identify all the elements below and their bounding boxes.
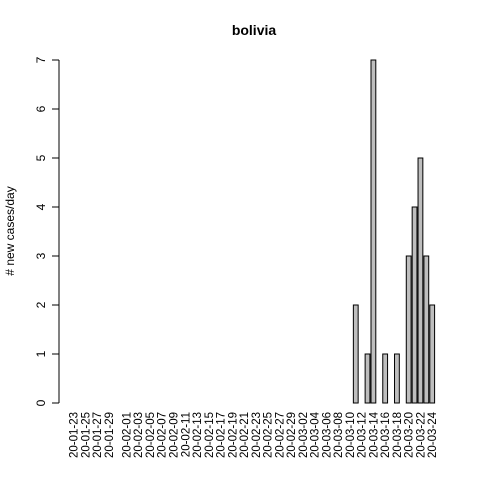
x-axis-tick-label: 20-02-21 bbox=[239, 412, 251, 458]
x-axis-tick-label: 20-01-23 bbox=[69, 412, 81, 458]
y-axis-tick-label: 3 bbox=[34, 252, 48, 259]
x-axis-tick-label: 20-03-18 bbox=[392, 412, 404, 458]
x-axis-tick-label: 20-03-16 bbox=[380, 412, 392, 458]
bar bbox=[430, 305, 435, 403]
x-axis-tick-label: 20-01-27 bbox=[92, 412, 104, 458]
y-axis-tick-label: 6 bbox=[34, 105, 48, 112]
x-axis-tick-label: 20-03-20 bbox=[404, 412, 416, 458]
x-axis-tick-label: 20-01-25 bbox=[80, 412, 92, 458]
x-axis-tick-label: 20-02-05 bbox=[145, 412, 157, 458]
bar bbox=[418, 158, 423, 403]
y-axis-tick-label: 1 bbox=[34, 350, 48, 357]
x-axis-tick-label: 20-02-19 bbox=[227, 412, 239, 458]
x-axis-tick-label: 20-01-29 bbox=[104, 412, 116, 458]
bar bbox=[371, 60, 376, 403]
x-axis-tick-label: 20-02-25 bbox=[263, 412, 275, 458]
x-axis-tick-labels: 20-01-23 20-01-25 20-01-27 20-01-29 20-02-01… bbox=[69, 411, 440, 458]
x-axis-tick-label: 20-03-04 bbox=[310, 411, 322, 458]
x-axis-tick-label: 20-02-23 bbox=[251, 412, 263, 458]
chart-title: bolivia bbox=[232, 22, 277, 38]
x-axis-tick-label: 20-02-29 bbox=[286, 412, 298, 458]
y-axis-tick-label: 0 bbox=[34, 399, 48, 406]
x-axis-tick-label: 20-02-09 bbox=[168, 412, 180, 458]
y-axis-tick-label: 7 bbox=[34, 56, 48, 63]
y-axis-tick-label: 4 bbox=[34, 203, 48, 210]
bars bbox=[353, 60, 434, 403]
x-axis-tick-label: 20-02-07 bbox=[157, 412, 169, 458]
x-axis-tick-label: 20-02-01 bbox=[121, 412, 133, 458]
y-axis-tick-label: 2 bbox=[34, 301, 48, 308]
x-axis-tick-label: 20-03-22 bbox=[415, 412, 427, 458]
bar bbox=[406, 256, 411, 403]
x-axis-tick-label: 20-03-10 bbox=[345, 412, 357, 458]
bar bbox=[365, 354, 370, 403]
bar bbox=[412, 207, 417, 403]
x-axis-tick-label: 20-02-27 bbox=[274, 412, 286, 458]
y-axis-tick-label: 5 bbox=[34, 154, 48, 161]
bar bbox=[383, 354, 388, 403]
bar bbox=[424, 256, 429, 403]
y-axis-label: # new cases/day bbox=[3, 186, 17, 275]
x-axis-tick-label: 20-03-12 bbox=[357, 412, 369, 458]
x-axis-tick-label: 20-03-02 bbox=[298, 412, 310, 458]
x-axis-tick-label: 20-02-11 bbox=[180, 412, 192, 457]
x-axis-tick-label: 20-02-03 bbox=[133, 412, 145, 458]
x-axis-tick-label: 20-03-08 bbox=[333, 412, 345, 458]
x-axis-tick-label: 20-02-13 bbox=[192, 412, 204, 458]
x-axis-tick-label: 20-02-15 bbox=[204, 412, 216, 458]
bar bbox=[395, 354, 400, 403]
x-axis-tick-label: 20-03-06 bbox=[321, 412, 333, 458]
x-axis-tick-label: 20-03-24 bbox=[427, 411, 439, 458]
x-axis-tick-label: 20-03-14 bbox=[368, 411, 380, 458]
bar bbox=[353, 305, 358, 403]
x-axis-tick-label: 20-02-17 bbox=[216, 412, 228, 458]
y-axis: 0 1 2 3 4 5 6 7 bbox=[34, 56, 59, 406]
